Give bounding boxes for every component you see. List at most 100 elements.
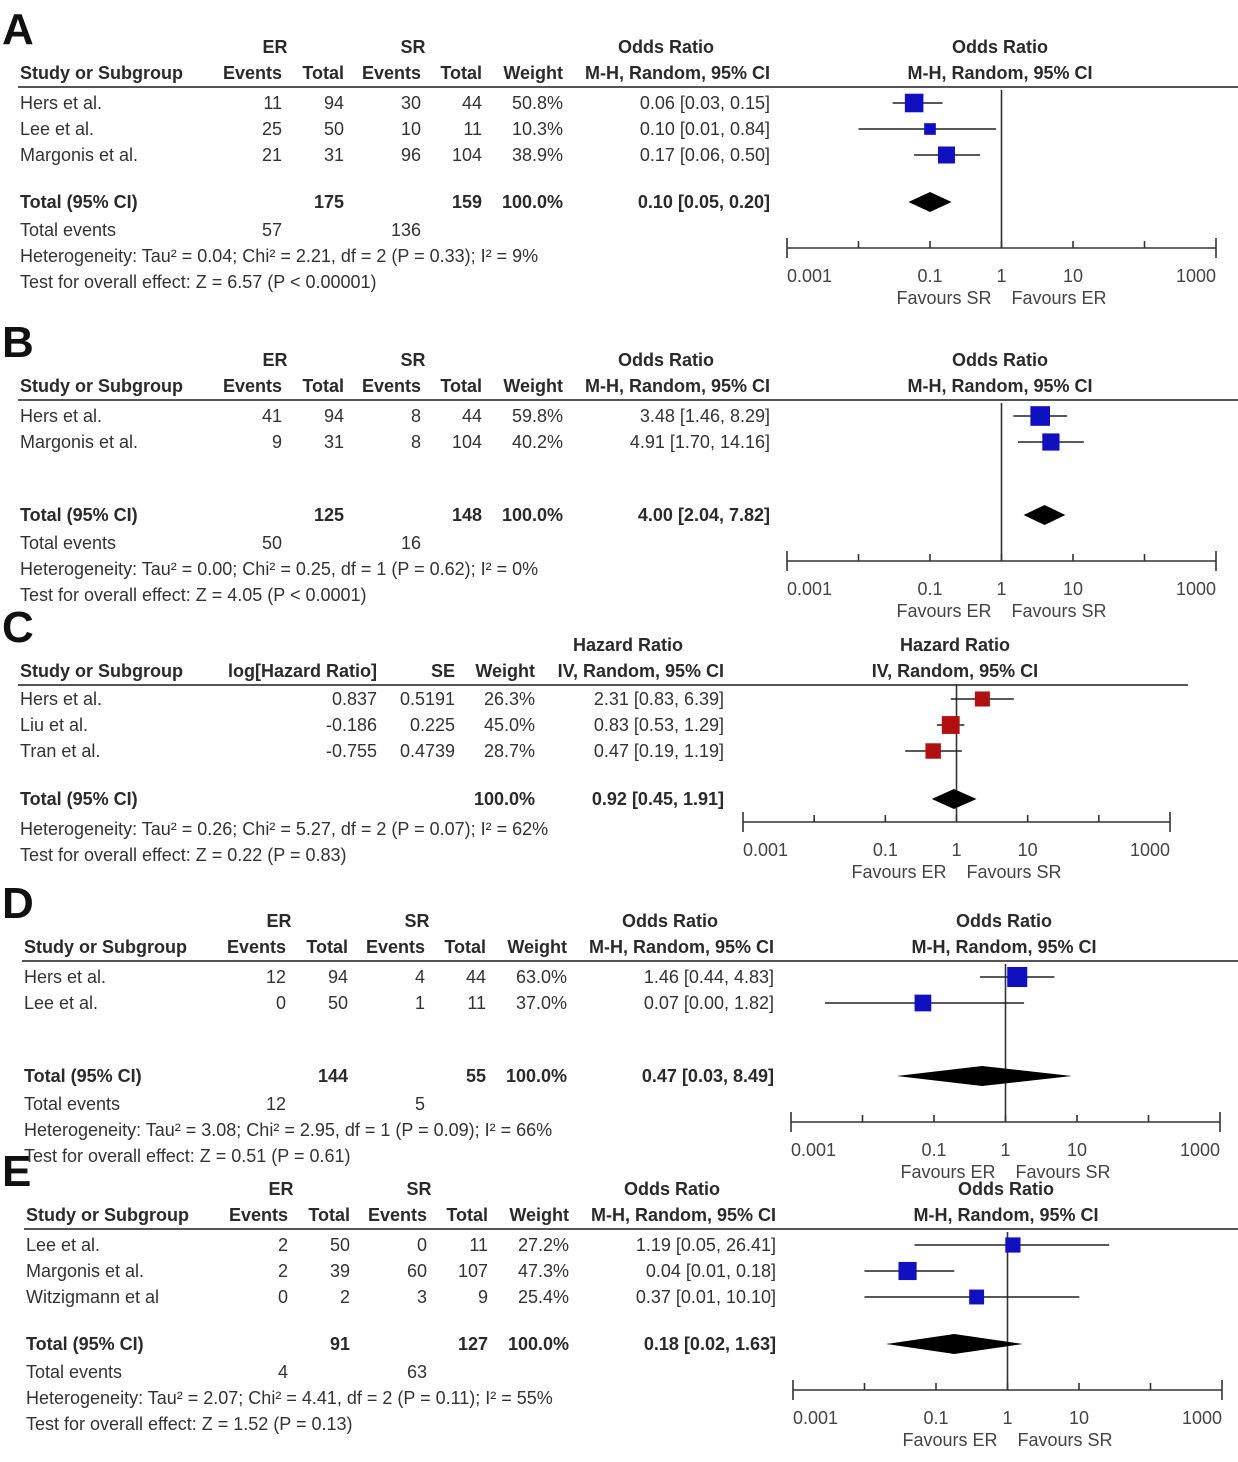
pooled-diamond xyxy=(908,192,952,212)
column-header: Events xyxy=(226,937,286,957)
study-marker xyxy=(1030,406,1051,426)
x-tick-label: 10 xyxy=(1063,266,1083,286)
favours-left-label: Favours ER xyxy=(902,1430,997,1450)
sr-events: 96 xyxy=(400,145,421,165)
se-value: 0.5191 xyxy=(399,689,455,709)
column-header: M-H, Random, 95% CI xyxy=(584,376,770,396)
sr-events: 4 xyxy=(414,967,425,987)
er-events: 41 xyxy=(261,406,282,426)
x-tick-label: 1 xyxy=(1002,1408,1012,1428)
study-weight: 50.8% xyxy=(511,93,563,113)
er-total-events: 50 xyxy=(261,533,282,553)
study-marker xyxy=(1007,967,1028,987)
x-tick-label: 0.001 xyxy=(787,579,832,599)
favours-right-label: Favours ER xyxy=(1012,288,1107,308)
study-weight: 38.9% xyxy=(511,145,563,165)
heterogeneity-text: Heterogeneity: Tau² = 0.00; Chi² = 0.25,… xyxy=(20,559,539,579)
overall-effect-text: Test for overall effect: Z = 4.05 (P < 0… xyxy=(20,585,367,605)
er-total: 50 xyxy=(323,119,344,139)
study-ci: 1.46 [0.44, 4.83] xyxy=(643,967,774,987)
favours-left-label: Favours ER xyxy=(900,1162,995,1182)
column-header: Total xyxy=(444,937,486,957)
log-hr-value: -0.186 xyxy=(325,715,377,735)
x-tick-label: 1 xyxy=(996,579,1006,599)
x-tick-label: 1000 xyxy=(1180,1140,1220,1160)
study-ci: 0.17 [0.06, 0.50] xyxy=(639,145,770,165)
header-divider xyxy=(18,86,1238,88)
sr-events: 60 xyxy=(406,1261,427,1281)
x-tick-label: 1 xyxy=(996,266,1006,286)
plot-method-header: M-H, Random, 95% CI xyxy=(913,1205,1099,1225)
er-events: 12 xyxy=(265,967,286,987)
x-tick-label: 0.1 xyxy=(923,1408,948,1428)
total-label: Total (95% CI) xyxy=(20,505,138,525)
study-name: Hers et al. xyxy=(20,689,103,709)
study-weight: 28.7% xyxy=(483,741,535,761)
panel-label: A xyxy=(2,5,34,54)
study-weight: 59.8% xyxy=(511,406,563,426)
study-name: Witzigmann et al xyxy=(26,1287,160,1307)
study-weight: 45.0% xyxy=(483,715,535,735)
group1-header: ER xyxy=(268,1179,294,1199)
sr-events: 0 xyxy=(416,1235,427,1255)
sr-total-sum: 127 xyxy=(457,1334,488,1354)
x-tick-label: 0.1 xyxy=(921,1140,946,1160)
total-weight: 100.0% xyxy=(505,1066,567,1086)
study-marker xyxy=(969,1289,985,1305)
plot-effect-measure-header: Odds Ratio xyxy=(955,911,1052,931)
effect-measure-header: Odds Ratio xyxy=(617,37,714,57)
favours-right-label: Favours SR xyxy=(1016,1162,1111,1182)
er-total: 2 xyxy=(339,1287,350,1307)
overall-effect-text: Test for overall effect: Z = 0.51 (P = 0… xyxy=(24,1146,351,1166)
study-weight: 25.4% xyxy=(517,1287,569,1307)
pooled-diamond xyxy=(1023,505,1066,525)
study-weight: 10.3% xyxy=(511,119,563,139)
favours-left-label: Favours ER xyxy=(896,601,991,621)
column-header: M-H, Random, 95% CI xyxy=(584,63,770,83)
study-name: Tran et al. xyxy=(20,741,101,761)
sr-total-sum: 159 xyxy=(451,192,482,212)
x-tick-label: 1000 xyxy=(1176,266,1216,286)
overall-effect-text: Test for overall effect: Z = 1.52 (P = 0… xyxy=(26,1414,353,1434)
sr-events: 10 xyxy=(400,119,421,139)
forest-plot-area: 0.001 0.1 1 10 1000 Favours ER Favours SR xyxy=(786,403,1217,621)
er-total-sum: 144 xyxy=(317,1066,348,1086)
plot-method-header: IV, Random, 95% CI xyxy=(871,661,1039,681)
total-label: Total (95% CI) xyxy=(24,1066,142,1086)
x-tick-label: 10 xyxy=(1069,1408,1089,1428)
x-tick-label: 10 xyxy=(1063,579,1083,599)
er-total: 50 xyxy=(327,993,348,1013)
heterogeneity-text: Heterogeneity: Tau² = 2.07; Chi² = 4.41,… xyxy=(26,1388,553,1408)
forest-plot-area: 0.001 0.1 1 10 1000 Favours ER Favours SR xyxy=(792,1232,1223,1450)
study-name: Lee et al. xyxy=(20,119,95,139)
column-header: Total xyxy=(302,63,344,83)
favours-right-label: Favours SR xyxy=(1012,601,1107,621)
total-ci: 0.92 [0.45, 1.91] xyxy=(591,789,724,809)
study-weight: 40.2% xyxy=(511,432,563,452)
x-tick-label: 0.1 xyxy=(873,840,898,860)
sr-total: 11 xyxy=(469,1235,488,1255)
header-divider xyxy=(18,399,1238,401)
favours-right-label: Favours SR xyxy=(1018,1430,1113,1450)
x-tick-label: 0.001 xyxy=(743,840,788,860)
sr-total-events: 16 xyxy=(400,533,421,553)
column-header: Total xyxy=(440,63,482,83)
se-value: 0.4739 xyxy=(399,741,455,761)
er-events: 2 xyxy=(277,1235,288,1255)
x-tick-label: 0.001 xyxy=(793,1408,838,1428)
total-label: Total (95% CI) xyxy=(20,789,138,809)
plot-method-header: M-H, Random, 95% CI xyxy=(907,63,1093,83)
x-tick-label: 0.1 xyxy=(917,579,942,599)
heterogeneity-text: Heterogeneity: Tau² = 0.04; Chi² = 2.21,… xyxy=(20,246,539,266)
er-total-sum: 125 xyxy=(313,505,344,525)
x-tick-label: 1000 xyxy=(1130,840,1170,860)
column-header: Total xyxy=(308,1205,350,1225)
er-total: 94 xyxy=(323,93,344,113)
column-header: Weight xyxy=(507,937,567,957)
total-weight: 100.0% xyxy=(501,505,563,525)
study-name: Lee et al. xyxy=(24,993,99,1013)
pooled-diamond xyxy=(896,1066,1072,1086)
group1-header: ER xyxy=(266,911,292,931)
sr-events: 8 xyxy=(410,432,421,452)
